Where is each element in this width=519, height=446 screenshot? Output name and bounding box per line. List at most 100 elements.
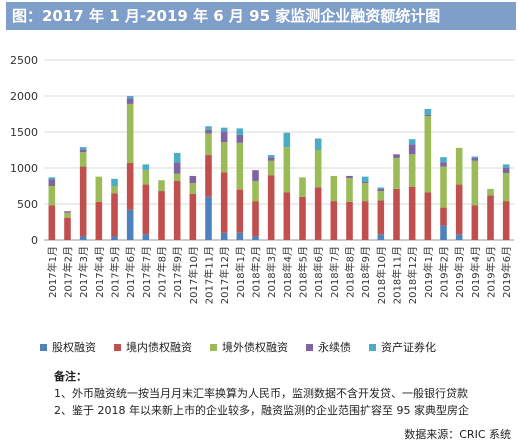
bar-segment-abs [471,156,479,158]
bar-segment-perpetual-bond [48,179,56,186]
bar-segment-overseas-debt [95,176,103,202]
bar-segment-overseas-debt [283,147,291,193]
bar-segment-perpetual-bond [79,149,87,153]
bar-segment-perpetual-bond [173,162,181,174]
bar-segment-equity [79,236,87,240]
x-tick-label: 2018年10月 [375,246,388,304]
bar-segment-domestic-debt [205,155,212,197]
bar-segment-perpetual-bond [220,131,228,143]
bar-segment-overseas-debt [330,175,338,202]
bar-segment-perpetual-bond [377,188,385,192]
x-tick-label: 2018年11月 [391,246,404,304]
bar-segment-equity [440,225,447,240]
bar-segment-abs [502,164,510,168]
bar-segment-perpetual-bond [64,211,71,213]
x-tick-label: 2018年7月 [328,246,341,298]
legend-label: 境内债权融资 [126,341,192,354]
legend-label: 永续债 [318,341,351,354]
x-tick-label: 2018年5月 [297,246,310,298]
bar-segment-domestic-debt [173,180,181,240]
note-line-2: 2、鉴于 2018 年以来新上市的企业较多，融资监测的企业范围扩容至 95 家典… [54,404,469,417]
bar-segment-abs [220,127,228,132]
bar-segment-abs [267,155,275,158]
bar-segment-perpetual-bond [126,98,134,104]
bar-segment-equity [236,232,244,240]
x-tick-label: 2017年4月 [93,246,106,298]
bar-segment-overseas-debt [64,212,71,218]
x-tick-label: 2018年4月 [281,246,294,298]
bar-segment-domestic-debt [142,184,150,235]
bar-segment-domestic-debt [236,189,244,233]
bar-segment-perpetual-bond [252,170,259,181]
bar-segment-domestic-debt [408,186,416,240]
bar-segment-equity [142,234,150,240]
x-tick-label: 2018年6月 [312,246,325,298]
bar-segment-abs [236,128,244,135]
bar-segment-overseas-debt [424,116,432,193]
bar-segment-overseas-debt [205,133,212,156]
x-tick-label: 2019年5月 [485,246,498,298]
bar-segment-domestic-debt [393,188,400,240]
bar-segment-abs [48,177,56,180]
bar-segment-equity [252,236,259,240]
legend-item: 资产证券化 [369,339,436,355]
bar-segment-perpetual-bond [502,168,510,174]
legend-swatch [369,343,376,351]
y-tick-label: 0 [31,234,38,247]
bar-segment-overseas-debt [48,186,56,206]
bar-segment-perpetual-bond [393,154,400,158]
bar-segment-overseas-debt [158,180,165,192]
y-tick-label: 500 [17,198,38,211]
bar-segment-perpetual-bond [424,114,432,117]
bar-segment-perpetual-bond [346,175,353,179]
bar-segment-domestic-debt [330,201,338,240]
bar-segment-abs [424,108,432,115]
bar-segment-overseas-debt [361,183,369,202]
bar-segment-domestic-debt [111,193,118,237]
x-tick-label: 2017年5月 [109,246,122,298]
legend-item: 股权融资 [40,339,96,355]
bar-segment-overseas-debt [314,150,322,188]
bar-segment-equity [377,234,385,240]
bar-segment-overseas-debt [126,103,134,163]
x-tick-label: 2018年9月 [359,246,372,298]
bar-segment-perpetual-bond [471,157,479,161]
x-tick-label: 2018年12月 [406,246,419,304]
bar-segment-overseas-debt [408,154,416,187]
bar-segment-overseas-debt [393,157,400,189]
bar-segment-domestic-debt [314,187,322,240]
bar-segment-abs [440,157,447,163]
bar-segment-overseas-debt [267,160,275,176]
x-tick-label: 2017年10月 [187,246,200,304]
bar-segment-domestic-debt [220,172,228,233]
bar-segment-abs [173,152,181,163]
legend-item: 境内债权融资 [114,339,192,355]
bar-segment-domestic-debt [424,192,432,240]
bar-segment-equity [455,234,463,240]
bar-segment-overseas-debt [455,147,463,185]
legend-label: 境外债权融资 [222,341,288,354]
bar-segment-abs [377,187,385,189]
bar-segment-domestic-debt [48,205,56,240]
bar-segment-domestic-debt [64,217,71,240]
bar-segment-domestic-debt [95,201,103,240]
bar-segment-domestic-debt [189,193,197,240]
bar-segment-domestic-debt [252,201,259,237]
bar-segment-overseas-debt [252,180,259,202]
legend-item: 境外债权融资 [210,339,288,355]
bar-segment-perpetual-bond [189,175,197,184]
x-tick-label: 2017年3月 [77,246,90,298]
x-tick-label: 2018年2月 [250,246,263,298]
bar-segment-overseas-debt [236,142,244,190]
bar-segment-domestic-debt [361,201,369,240]
y-tick-label: 1000 [10,162,38,175]
bar-segment-overseas-debt [189,183,197,194]
y-tick-label: 2000 [10,90,38,103]
bar-segment-overseas-debt [173,173,181,181]
x-tick-label: 2017年6月 [124,246,137,298]
legend: 股权融资 境内债权融资 境外债权融资 永续债 资产证券化 [40,338,510,356]
x-tick-label: 2018年1月 [234,246,247,298]
x-tick-label: 2019年6月 [500,246,513,298]
note-line-1: 1、外币融资统一按当月月末汇率换算为人民币，监测数据不含开发贷、一般银行贷款 [54,387,468,400]
legend-swatch [40,343,47,351]
